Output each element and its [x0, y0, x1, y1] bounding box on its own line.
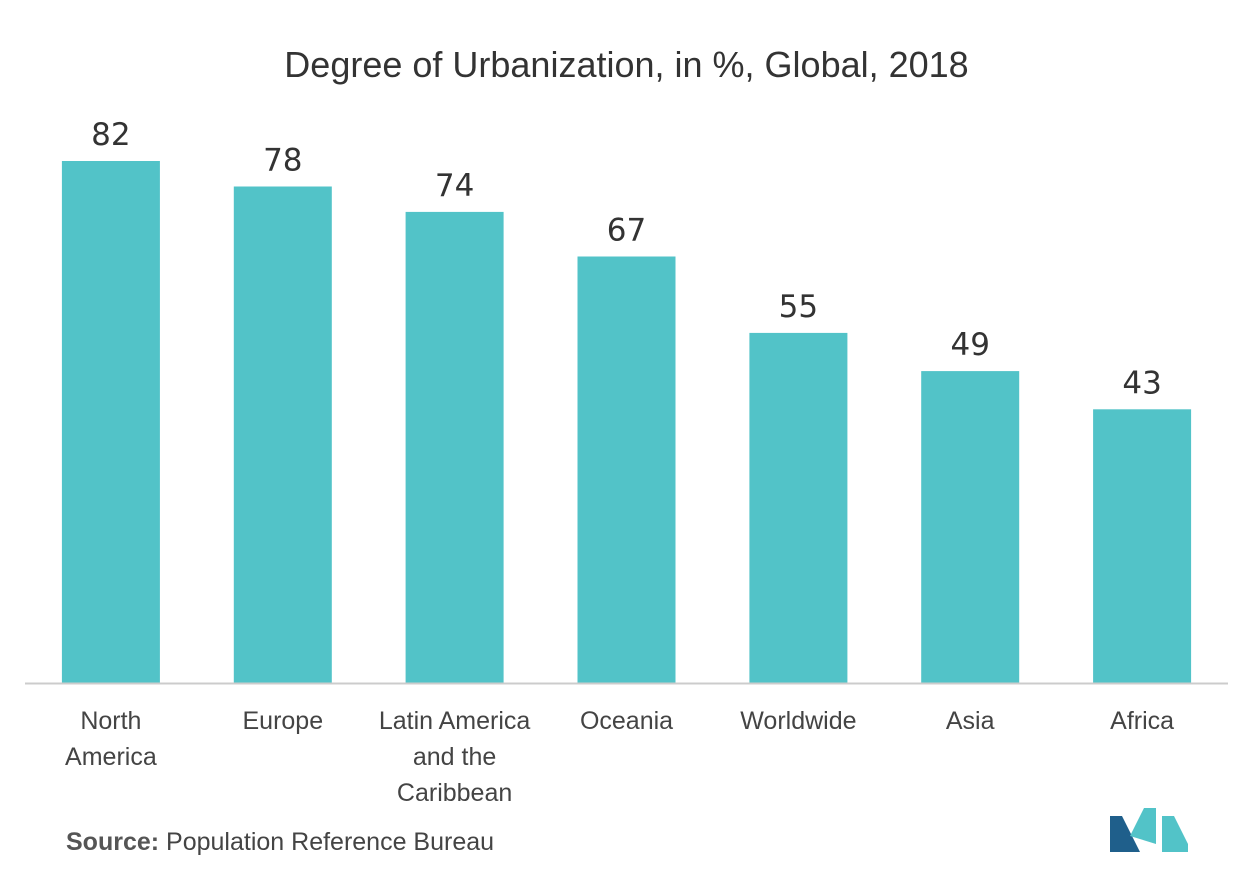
bar	[233, 186, 332, 683]
category-label: North America	[65, 707, 157, 771]
category-labels-layer: North America Europe Latin America and the Ca…	[65, 707, 1174, 807]
brand-logo-icon	[1110, 808, 1188, 852]
data-label: 55	[779, 289, 818, 325]
data-labels-layer: 82 78 74 67 55 49 43	[91, 117, 1162, 401]
data-label: 74	[435, 168, 474, 204]
source-note: Source: Population Reference Bureau	[66, 828, 494, 857]
bar	[405, 211, 504, 683]
category-label: Latin America and the Caribbean	[379, 707, 531, 807]
chart-title: Degree of Urbanization, in %, Global, 20…	[284, 44, 969, 85]
data-label: 67	[607, 213, 646, 249]
data-label: 78	[263, 143, 302, 179]
category-label: Europe	[242, 707, 323, 735]
category-label: Asia	[946, 707, 995, 735]
bar	[61, 161, 160, 683]
category-label: Africa	[1110, 707, 1174, 735]
bar	[749, 332, 848, 683]
source-label: Source:	[66, 828, 160, 856]
data-label: 43	[1122, 365, 1161, 401]
bar	[921, 371, 1020, 683]
bars-layer	[61, 161, 1192, 683]
source-text: Population Reference Bureau	[166, 828, 495, 856]
category-label: Worldwide	[740, 707, 856, 735]
data-label: 82	[91, 117, 130, 153]
category-label: Oceania	[580, 707, 673, 735]
data-label: 49	[950, 327, 989, 363]
bar	[577, 256, 676, 683]
bar	[1093, 409, 1192, 683]
